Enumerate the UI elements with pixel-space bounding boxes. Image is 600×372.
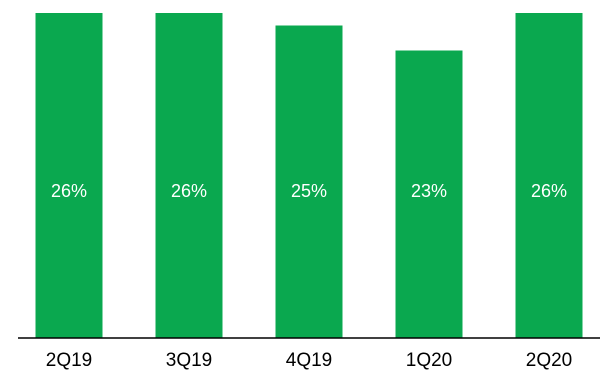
bar-1q20: [395, 50, 463, 338]
x-tick-label-1q20: 1Q20: [406, 350, 452, 371]
x-tick-labels-group: 2Q19 3Q19 4Q19 1Q20 2Q20: [46, 350, 572, 371]
x-tick-label-2q20: 2Q20: [526, 350, 572, 371]
bar-2q20: [515, 13, 583, 338]
data-labels-group: 26% 26% 25% 23% 26%: [51, 181, 567, 201]
bar-2q19: [35, 13, 103, 338]
bar-4q19: [275, 25, 343, 338]
data-label-3q19: 26%: [171, 181, 207, 201]
x-tick-label-2q19: 2Q19: [46, 350, 92, 371]
data-label-1q20: 23%: [411, 181, 447, 201]
data-label-4q19: 25%: [291, 181, 327, 201]
x-tick-label-3q19: 3Q19: [166, 350, 212, 371]
data-label-2q20: 26%: [531, 181, 567, 201]
bars-group: [35, 13, 583, 338]
x-tick-label-4q19: 4Q19: [286, 350, 332, 371]
data-label-2q19: 26%: [51, 181, 87, 201]
bar-3q19: [155, 13, 223, 338]
